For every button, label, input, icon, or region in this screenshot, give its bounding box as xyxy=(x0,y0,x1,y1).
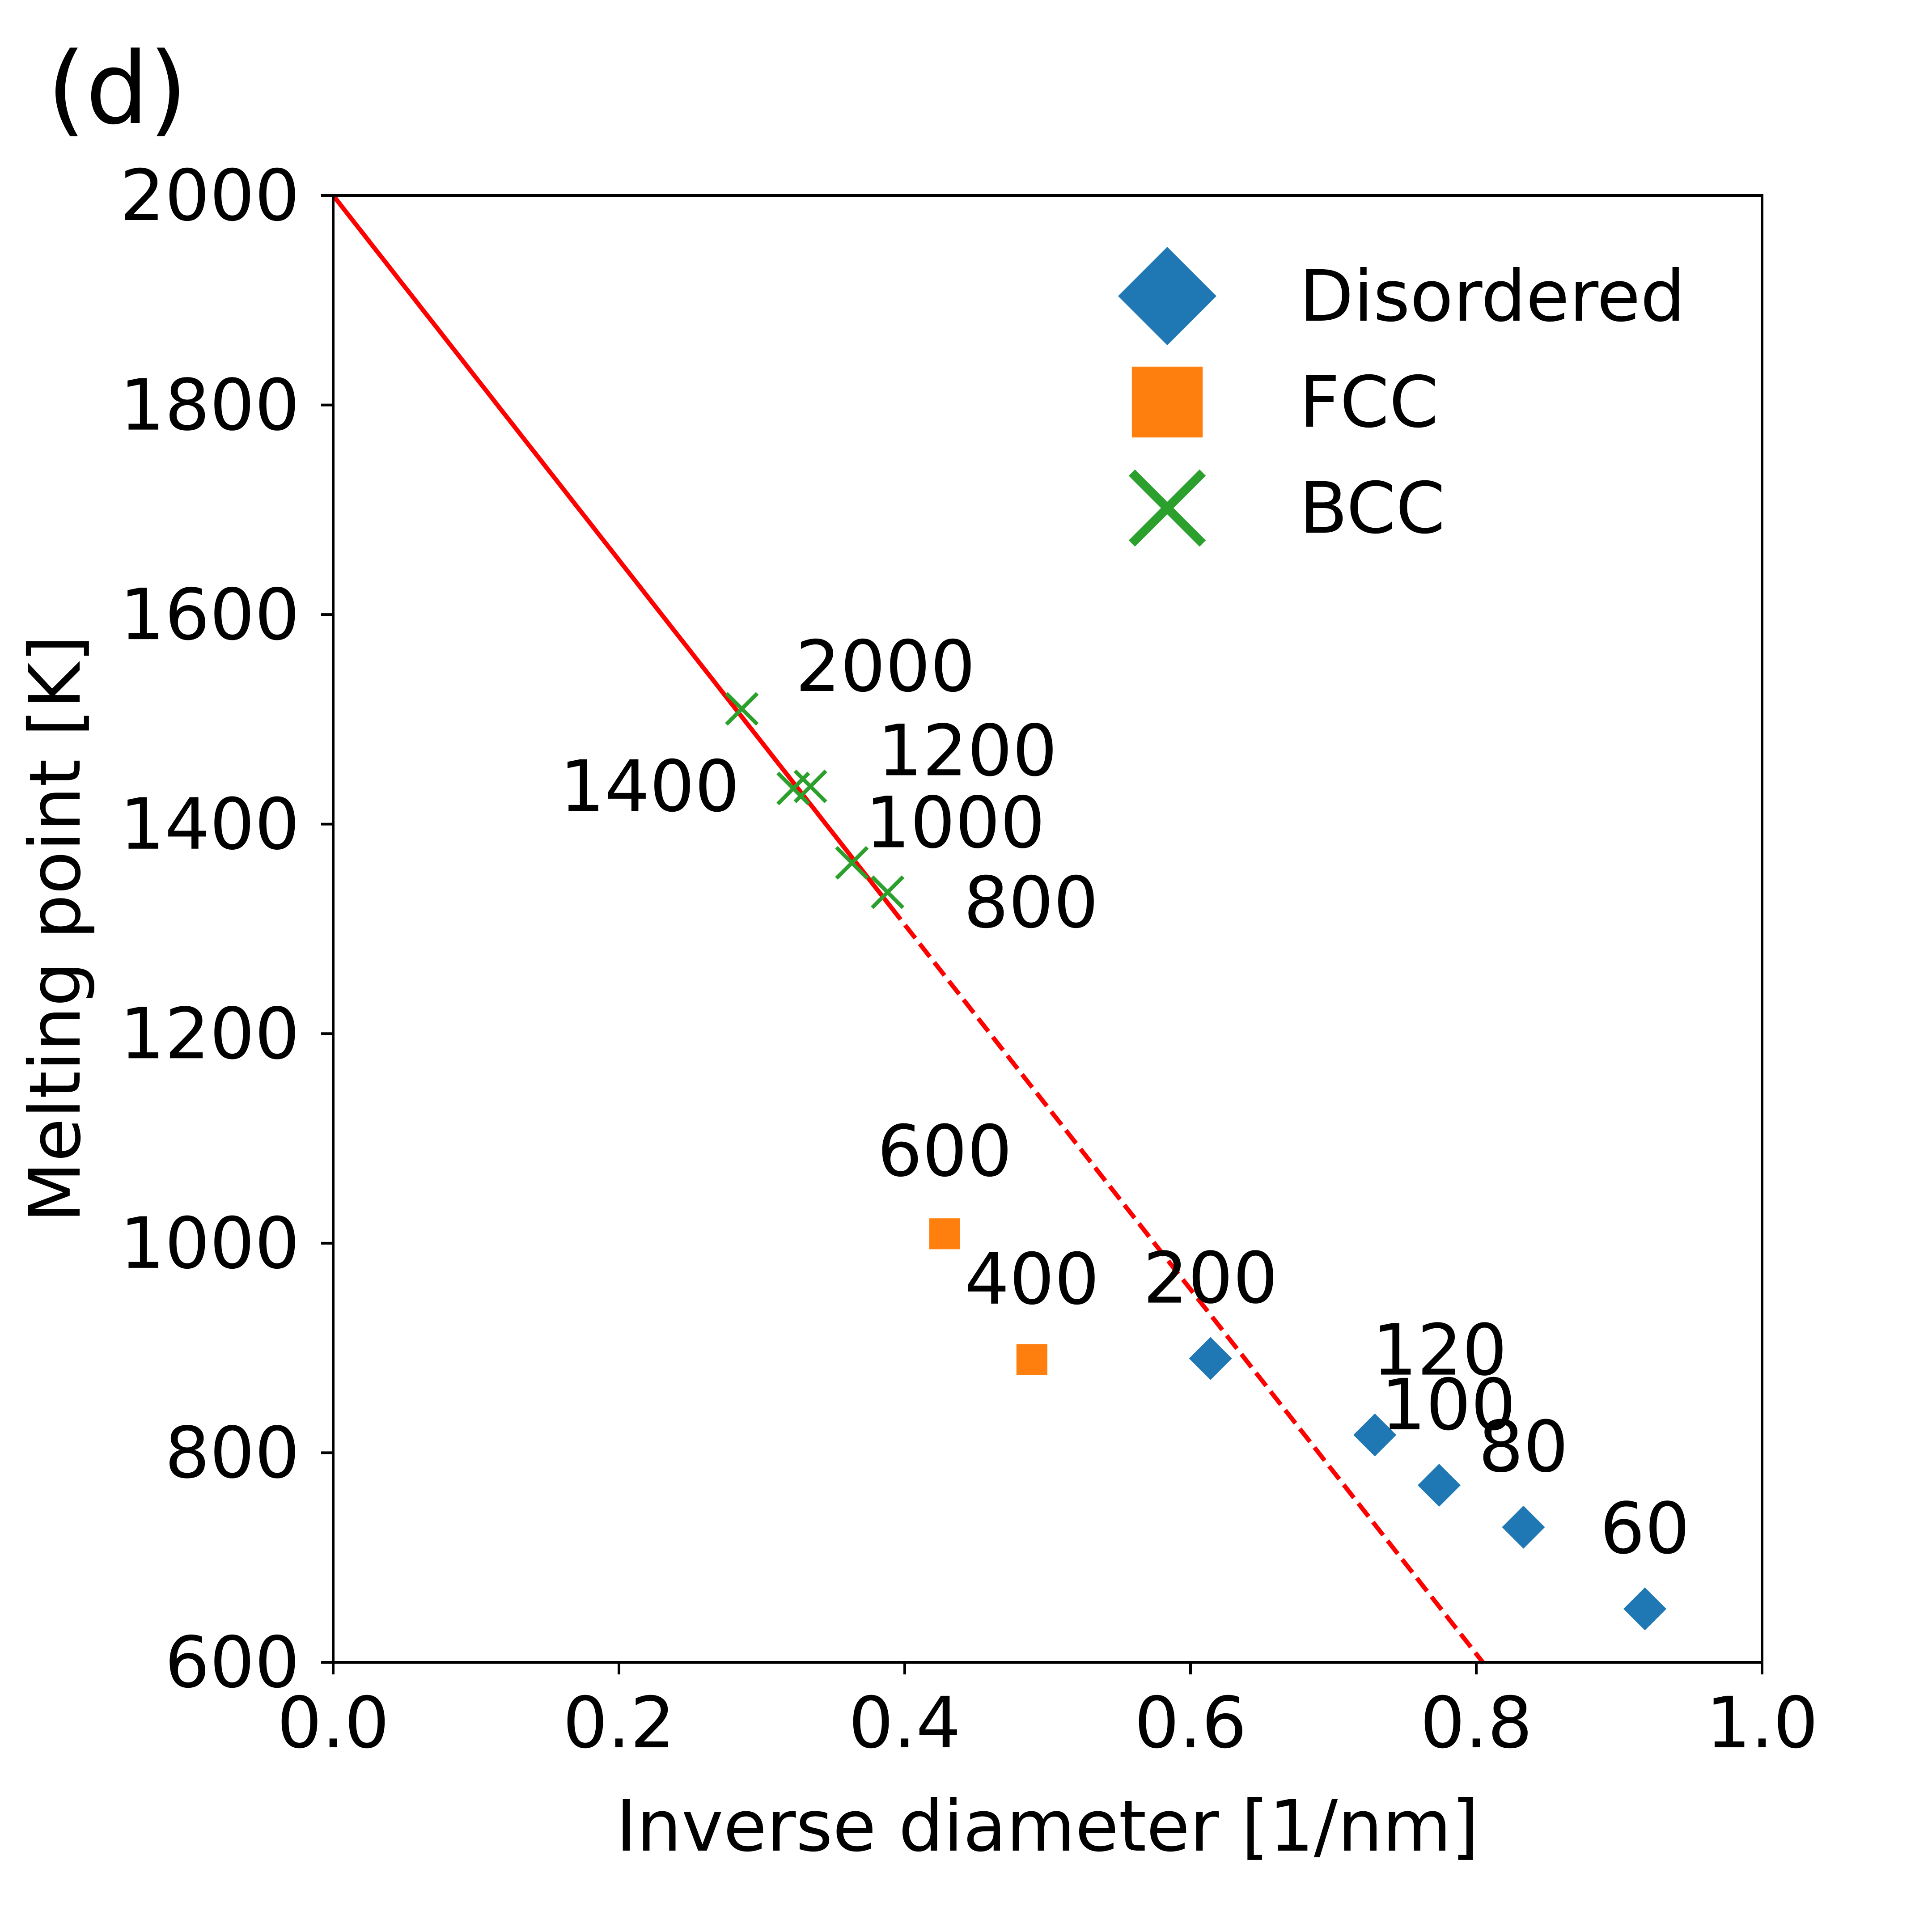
fit-line-group xyxy=(331,194,1485,1665)
point-label-100: 100 xyxy=(1381,1364,1516,1446)
legend-marker-bcc xyxy=(1128,469,1206,547)
point-label-1400: 1400 xyxy=(560,746,740,828)
legend-label-bcc: BCC xyxy=(1299,467,1445,550)
x-tick-label: 0.2 xyxy=(563,1682,675,1764)
x-axis-ticks: 0.0 0.2 0.4 0.6 0.8 1.0 xyxy=(277,1662,1818,1764)
point-label-200: 200 xyxy=(1143,1237,1278,1320)
point-label-600: 600 xyxy=(877,1110,1013,1193)
point-label-60: 60 xyxy=(1600,1488,1690,1570)
data-points-group xyxy=(725,692,1667,1631)
y-tick-label: 1000 xyxy=(120,1203,300,1285)
legend-marker-fcc xyxy=(1131,366,1203,438)
bcc-point-800 xyxy=(871,875,905,909)
y-tick-label: 1600 xyxy=(120,574,300,656)
disordered-point-120 xyxy=(1353,1413,1397,1457)
point-label-400: 400 xyxy=(965,1238,1100,1321)
disordered-point-100 xyxy=(1417,1464,1461,1507)
panel-label: (d) xyxy=(47,31,187,147)
axes-frame xyxy=(332,194,1763,1664)
legend: Disordered FCC BCC xyxy=(1118,247,1685,550)
y-tick-label: 600 xyxy=(165,1622,300,1704)
y-axis-label: Melting point [K] xyxy=(14,635,97,1223)
fit-line-solid xyxy=(331,194,892,908)
fcc-point-400 xyxy=(1016,1344,1047,1375)
y-tick-label: 1200 xyxy=(120,993,300,1075)
x-tick-label: 0.6 xyxy=(1134,1682,1246,1764)
legend-marker-disordered xyxy=(1118,247,1216,345)
bcc-point-1000 xyxy=(835,846,869,880)
y-tick-label: 800 xyxy=(165,1412,300,1494)
x-tick-label: 0.8 xyxy=(1420,1682,1532,1764)
point-label-1200: 1200 xyxy=(877,710,1057,792)
legend-label-disordered: Disordered xyxy=(1299,255,1685,338)
disordered-point-200 xyxy=(1189,1337,1232,1380)
disordered-point-80 xyxy=(1502,1505,1545,1549)
point-label-1000: 1000 xyxy=(865,782,1045,864)
fcc-point-600 xyxy=(929,1218,961,1250)
bcc-point-1400 xyxy=(776,771,810,805)
point-label-2000: 2000 xyxy=(796,626,975,708)
x-tick-label: 0.0 xyxy=(277,1682,389,1764)
x-tick-label: 1.0 xyxy=(1706,1682,1818,1764)
y-tick-label: 1800 xyxy=(120,364,300,447)
y-axis-ticks: 600 800 1000 1200 1400 1600 1800 2000 xyxy=(120,155,333,1704)
x-tick-label: 0.4 xyxy=(848,1682,961,1764)
bcc-point-2000 xyxy=(725,692,759,726)
y-tick-label: 1400 xyxy=(120,784,300,866)
legend-label-fcc: FCC xyxy=(1299,361,1439,444)
point-label-80: 80 xyxy=(1479,1406,1568,1488)
y-tick-label: 2000 xyxy=(120,155,300,237)
fit-line-dashed xyxy=(889,905,1485,1665)
disordered-point-60 xyxy=(1623,1587,1667,1631)
point-label-120: 120 xyxy=(1372,1309,1507,1392)
point-label-800: 800 xyxy=(964,862,1099,944)
x-axis-label: Inverse diameter [1/nm] xyxy=(616,1785,1479,1868)
